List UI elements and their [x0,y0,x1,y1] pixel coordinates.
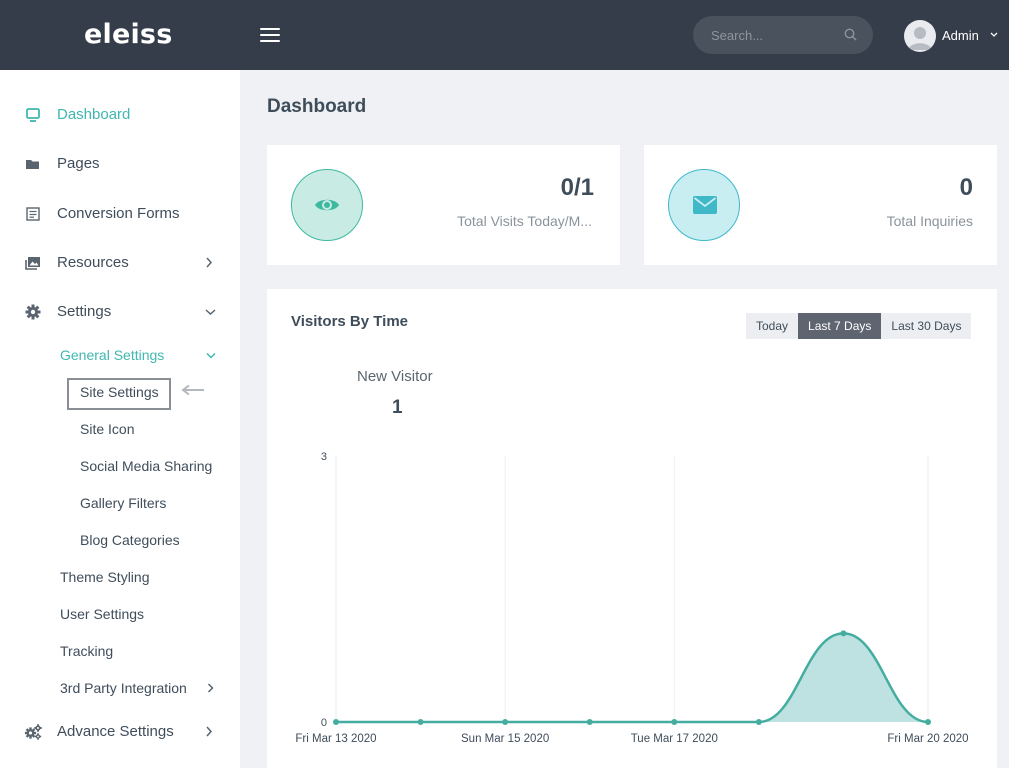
data-point [417,719,424,725]
chevron-down-icon [206,352,216,359]
metric-label: New Visitor [357,368,433,385]
stat-icon-circle [668,169,740,241]
range-last-7-days-button[interactable]: Last 7 Days [798,313,882,339]
stat-value: 0/1 [560,174,594,201]
sidebar-item-resources[interactable]: Resources [0,245,240,281]
sidebar-item-label: Dashboard [57,106,131,123]
sidebar-item-label: Site Icon [80,421,135,437]
sidebar-item-general-settings[interactable]: General Settings [60,342,220,368]
gears-icon [24,724,42,740]
stat-label: Total Inquiries [886,213,973,229]
sidebar-item-label: User Settings [60,606,145,622]
sidebar-item-label: 3rd Party Integration [60,680,187,696]
sidebar-item-label: Gallery Filters [80,495,167,511]
page-title: Dashboard [267,96,367,117]
sidebar-item-label: Advance Settings [57,723,174,740]
stat-label: Total Visits Today/M... [457,213,592,229]
data-point [755,719,762,725]
monitor-icon [26,108,40,122]
card-title: Visitors By Time [291,313,408,330]
highlight-box [67,378,171,410]
x-tick-label: Tue Mar 17 2020 [631,733,718,745]
data-point [333,719,339,725]
range-today-button[interactable]: Today [746,313,799,339]
images-icon [25,257,40,270]
sidebar-item-label: Pages [57,155,100,172]
sidebar-item-dashboard[interactable]: Dashboard [0,97,240,133]
chevron-down-icon [205,309,216,316]
logo[interactable]: eleiss [84,19,173,50]
sidebar-item-theme-styling[interactable]: Theme Styling [60,564,149,590]
sidebar-item-pages[interactable]: Pages [0,146,240,182]
sidebar-item-social-media-sharing[interactable]: Social Media Sharing [80,454,212,478]
sidebar-item-label: Theme Styling [60,569,150,585]
data-point [840,630,847,637]
chevron-right-icon [207,683,214,693]
y-tick-label: 3 [321,451,327,463]
sidebar-item-tracking[interactable]: Tracking [60,638,113,664]
user-icon [908,27,932,50]
top-bar: eleiss Admin [0,0,1009,70]
sidebar-item-site-settings[interactable]: Site Settings [80,380,159,404]
stat-card-visits: 0/1 Total Visits Today/M... [267,145,620,265]
sidebar-item-label: Settings [57,303,112,320]
search-box [693,16,873,54]
sidebar-item-label: Resources [57,254,129,271]
visitors-chart: 0 3 Fri Mar 13 2020 Sun Mar 15 2020 Tue Mar … [295,451,968,745]
folder-icon [26,160,39,169]
sidebar-item-3rd-party-integration[interactable]: 3rd Party Integration [60,675,220,701]
arrow-left-icon [181,384,204,396]
data-point [586,719,593,725]
metric-value: 1 [392,397,403,418]
sidebar-item-blog-categories[interactable]: Blog Categories [80,528,180,552]
data-point [925,719,931,725]
sidebar-item-advance-settings[interactable]: Advance Settings [0,714,240,750]
sidebar-item-label: Conversion Forms [57,205,180,222]
sidebar [0,70,240,768]
range-last-30-days-button[interactable]: Last 30 Days [881,313,972,339]
stat-card-inquiries: 0 Total Inquiries [644,145,997,265]
range-selector: Today Last 7 Days Last 30 Days [746,313,972,339]
sidebar-item-settings[interactable]: Settings [0,294,240,330]
sidebar-item-label: Social Media Sharing [80,458,213,474]
y-tick-label: 0 [321,717,327,729]
sidebar-item-user-settings[interactable]: User Settings [60,601,144,627]
sidebar-item-conversion-forms[interactable]: Conversion Forms [0,196,240,232]
stat-value: 0 [959,174,973,201]
user-name: Admin [942,28,979,43]
chevron-right-icon [206,726,213,737]
sidebar-item-gallery-filters[interactable]: Gallery Filters [80,491,166,515]
search-input[interactable] [711,16,841,54]
sidebar-item-site-icon[interactable]: Site Icon [80,417,134,441]
x-tick-label: Fri Mar 20 2020 [887,733,968,745]
series-area [336,633,928,722]
gear-icon [25,304,41,320]
menu-toggle-icon[interactable] [260,28,280,43]
data-point [502,719,509,725]
visitors-card: Visitors By Time Today Last 7 Days Last … [267,289,997,768]
sidebar-item-label: Site Settings [80,384,159,400]
sidebar-item-label: Tracking [60,643,114,659]
stat-icon-circle [291,169,363,241]
x-tick-label: Fri Mar 13 2020 [295,733,376,745]
sidebar-item-label: General Settings [60,347,165,363]
envelope-icon [693,196,717,214]
chevron-right-icon [206,257,213,268]
chevron-down-icon [990,32,998,37]
x-tick-label: Sun Mar 15 2020 [461,733,549,745]
data-point [671,719,678,725]
eye-icon [315,199,339,211]
avatar [904,20,936,52]
sidebar-item-label: Blog Categories [80,532,180,548]
form-icon [26,207,40,221]
search-icon[interactable] [844,28,857,41]
